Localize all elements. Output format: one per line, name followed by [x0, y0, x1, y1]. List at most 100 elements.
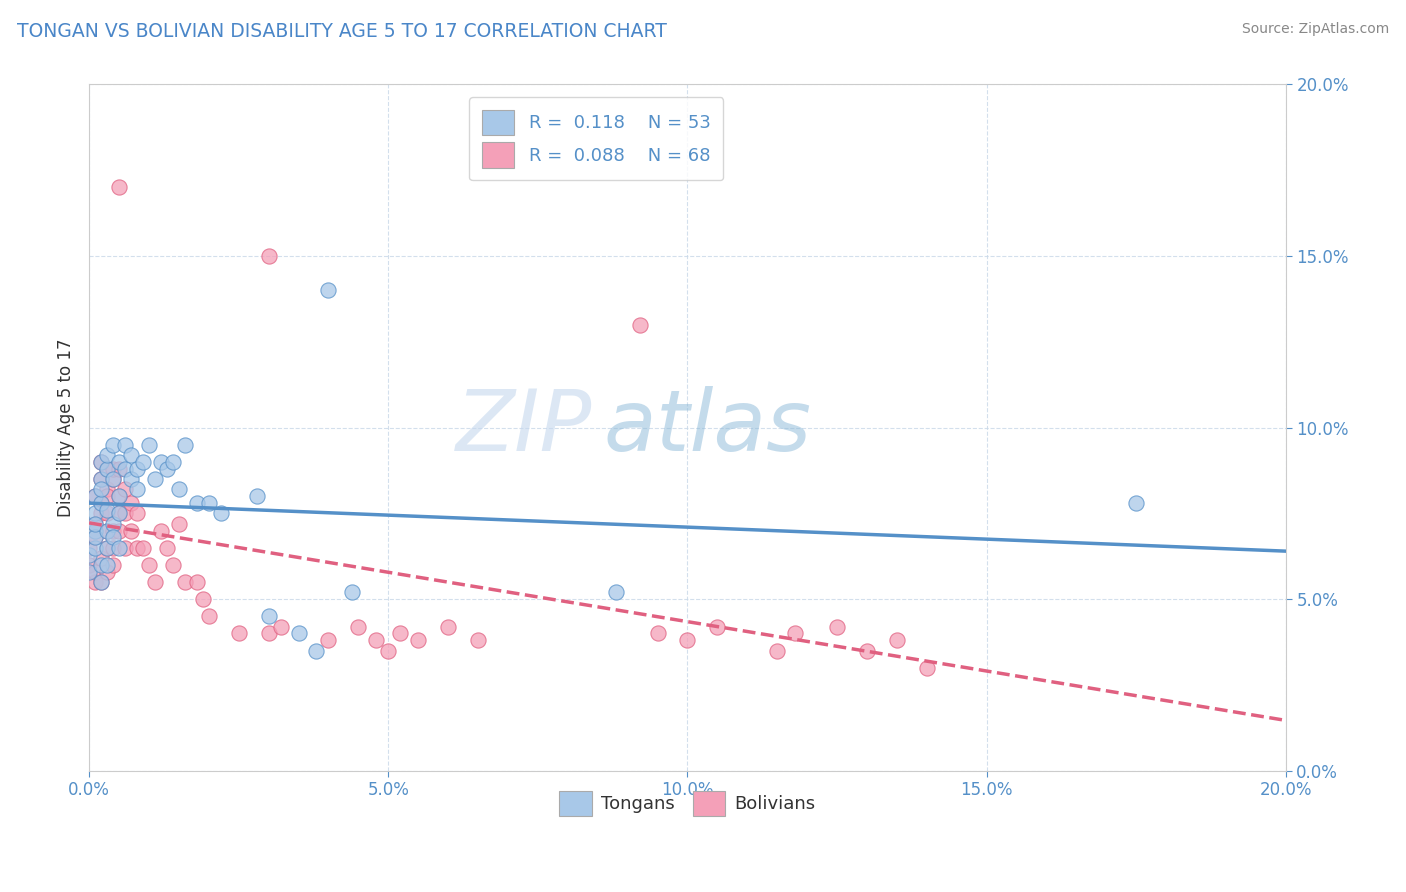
Point — [108, 455, 131, 469]
Point — [186, 496, 208, 510]
Point — [101, 541, 124, 555]
Point — [77, 541, 100, 555]
Text: atlas: atlas — [603, 386, 811, 469]
Point — [120, 448, 142, 462]
Point — [270, 619, 292, 633]
Point — [156, 541, 179, 555]
Point — [305, 643, 328, 657]
Point — [77, 558, 100, 572]
Point — [406, 633, 429, 648]
Point — [90, 574, 112, 589]
Point — [84, 489, 107, 503]
Point — [84, 507, 107, 521]
Point — [347, 619, 370, 633]
Point — [96, 503, 118, 517]
Point — [156, 461, 179, 475]
Point — [101, 530, 124, 544]
Point — [132, 541, 155, 555]
Point — [120, 472, 142, 486]
Point — [108, 489, 131, 503]
Point — [125, 461, 148, 475]
Point — [96, 461, 118, 475]
Point — [186, 574, 208, 589]
Point — [84, 530, 107, 544]
Point — [467, 633, 489, 648]
Point — [108, 180, 131, 194]
Point — [706, 619, 728, 633]
Point — [197, 609, 219, 624]
Point — [257, 249, 280, 263]
Point — [437, 619, 460, 633]
Point — [84, 524, 107, 538]
Point — [173, 574, 195, 589]
Point — [366, 633, 388, 648]
Text: Source: ZipAtlas.com: Source: ZipAtlas.com — [1241, 22, 1389, 37]
Point — [125, 507, 148, 521]
Point — [120, 524, 142, 538]
Point — [246, 489, 269, 503]
Point — [90, 496, 112, 510]
Point — [96, 524, 118, 538]
Point — [96, 558, 118, 572]
Point — [125, 483, 148, 497]
Point — [101, 516, 124, 531]
Point — [84, 565, 107, 579]
Point — [138, 558, 160, 572]
Point — [90, 472, 112, 486]
Point — [77, 548, 100, 562]
Point — [90, 574, 112, 589]
Legend: Tongans, Bolivians: Tongans, Bolivians — [553, 783, 823, 823]
Point — [108, 524, 131, 538]
Point — [257, 609, 280, 624]
Point — [84, 574, 107, 589]
Point — [108, 507, 131, 521]
Point — [114, 438, 136, 452]
Point — [114, 461, 136, 475]
Point — [825, 619, 848, 633]
Point — [108, 541, 131, 555]
Point — [96, 541, 118, 555]
Point — [173, 438, 195, 452]
Point — [342, 585, 364, 599]
Point — [676, 633, 699, 648]
Point — [143, 574, 166, 589]
Point — [96, 541, 118, 555]
Point — [108, 489, 131, 503]
Point — [84, 516, 107, 531]
Point — [96, 448, 118, 462]
Point — [108, 507, 131, 521]
Point — [785, 626, 807, 640]
Point — [96, 565, 118, 579]
Point — [318, 283, 340, 297]
Point — [257, 626, 280, 640]
Point — [605, 585, 627, 599]
Point — [101, 472, 124, 486]
Point — [167, 516, 190, 531]
Point — [149, 455, 172, 469]
Point — [389, 626, 412, 640]
Point — [90, 558, 112, 572]
Point — [101, 438, 124, 452]
Point — [647, 626, 669, 640]
Point — [114, 507, 136, 521]
Point — [162, 455, 184, 469]
Point — [77, 565, 100, 579]
Point — [114, 541, 136, 555]
Point — [628, 318, 651, 332]
Point — [143, 472, 166, 486]
Point — [766, 643, 789, 657]
Point — [96, 489, 118, 503]
Point — [162, 558, 184, 572]
Point — [120, 496, 142, 510]
Point — [318, 633, 340, 648]
Point — [84, 541, 107, 555]
Point — [108, 461, 131, 475]
Text: ZIP: ZIP — [456, 386, 592, 469]
Point — [287, 626, 309, 640]
Point — [90, 483, 112, 497]
Point — [90, 507, 112, 521]
Point — [138, 438, 160, 452]
Point — [96, 507, 118, 521]
Point — [101, 472, 124, 486]
Point — [96, 483, 118, 497]
